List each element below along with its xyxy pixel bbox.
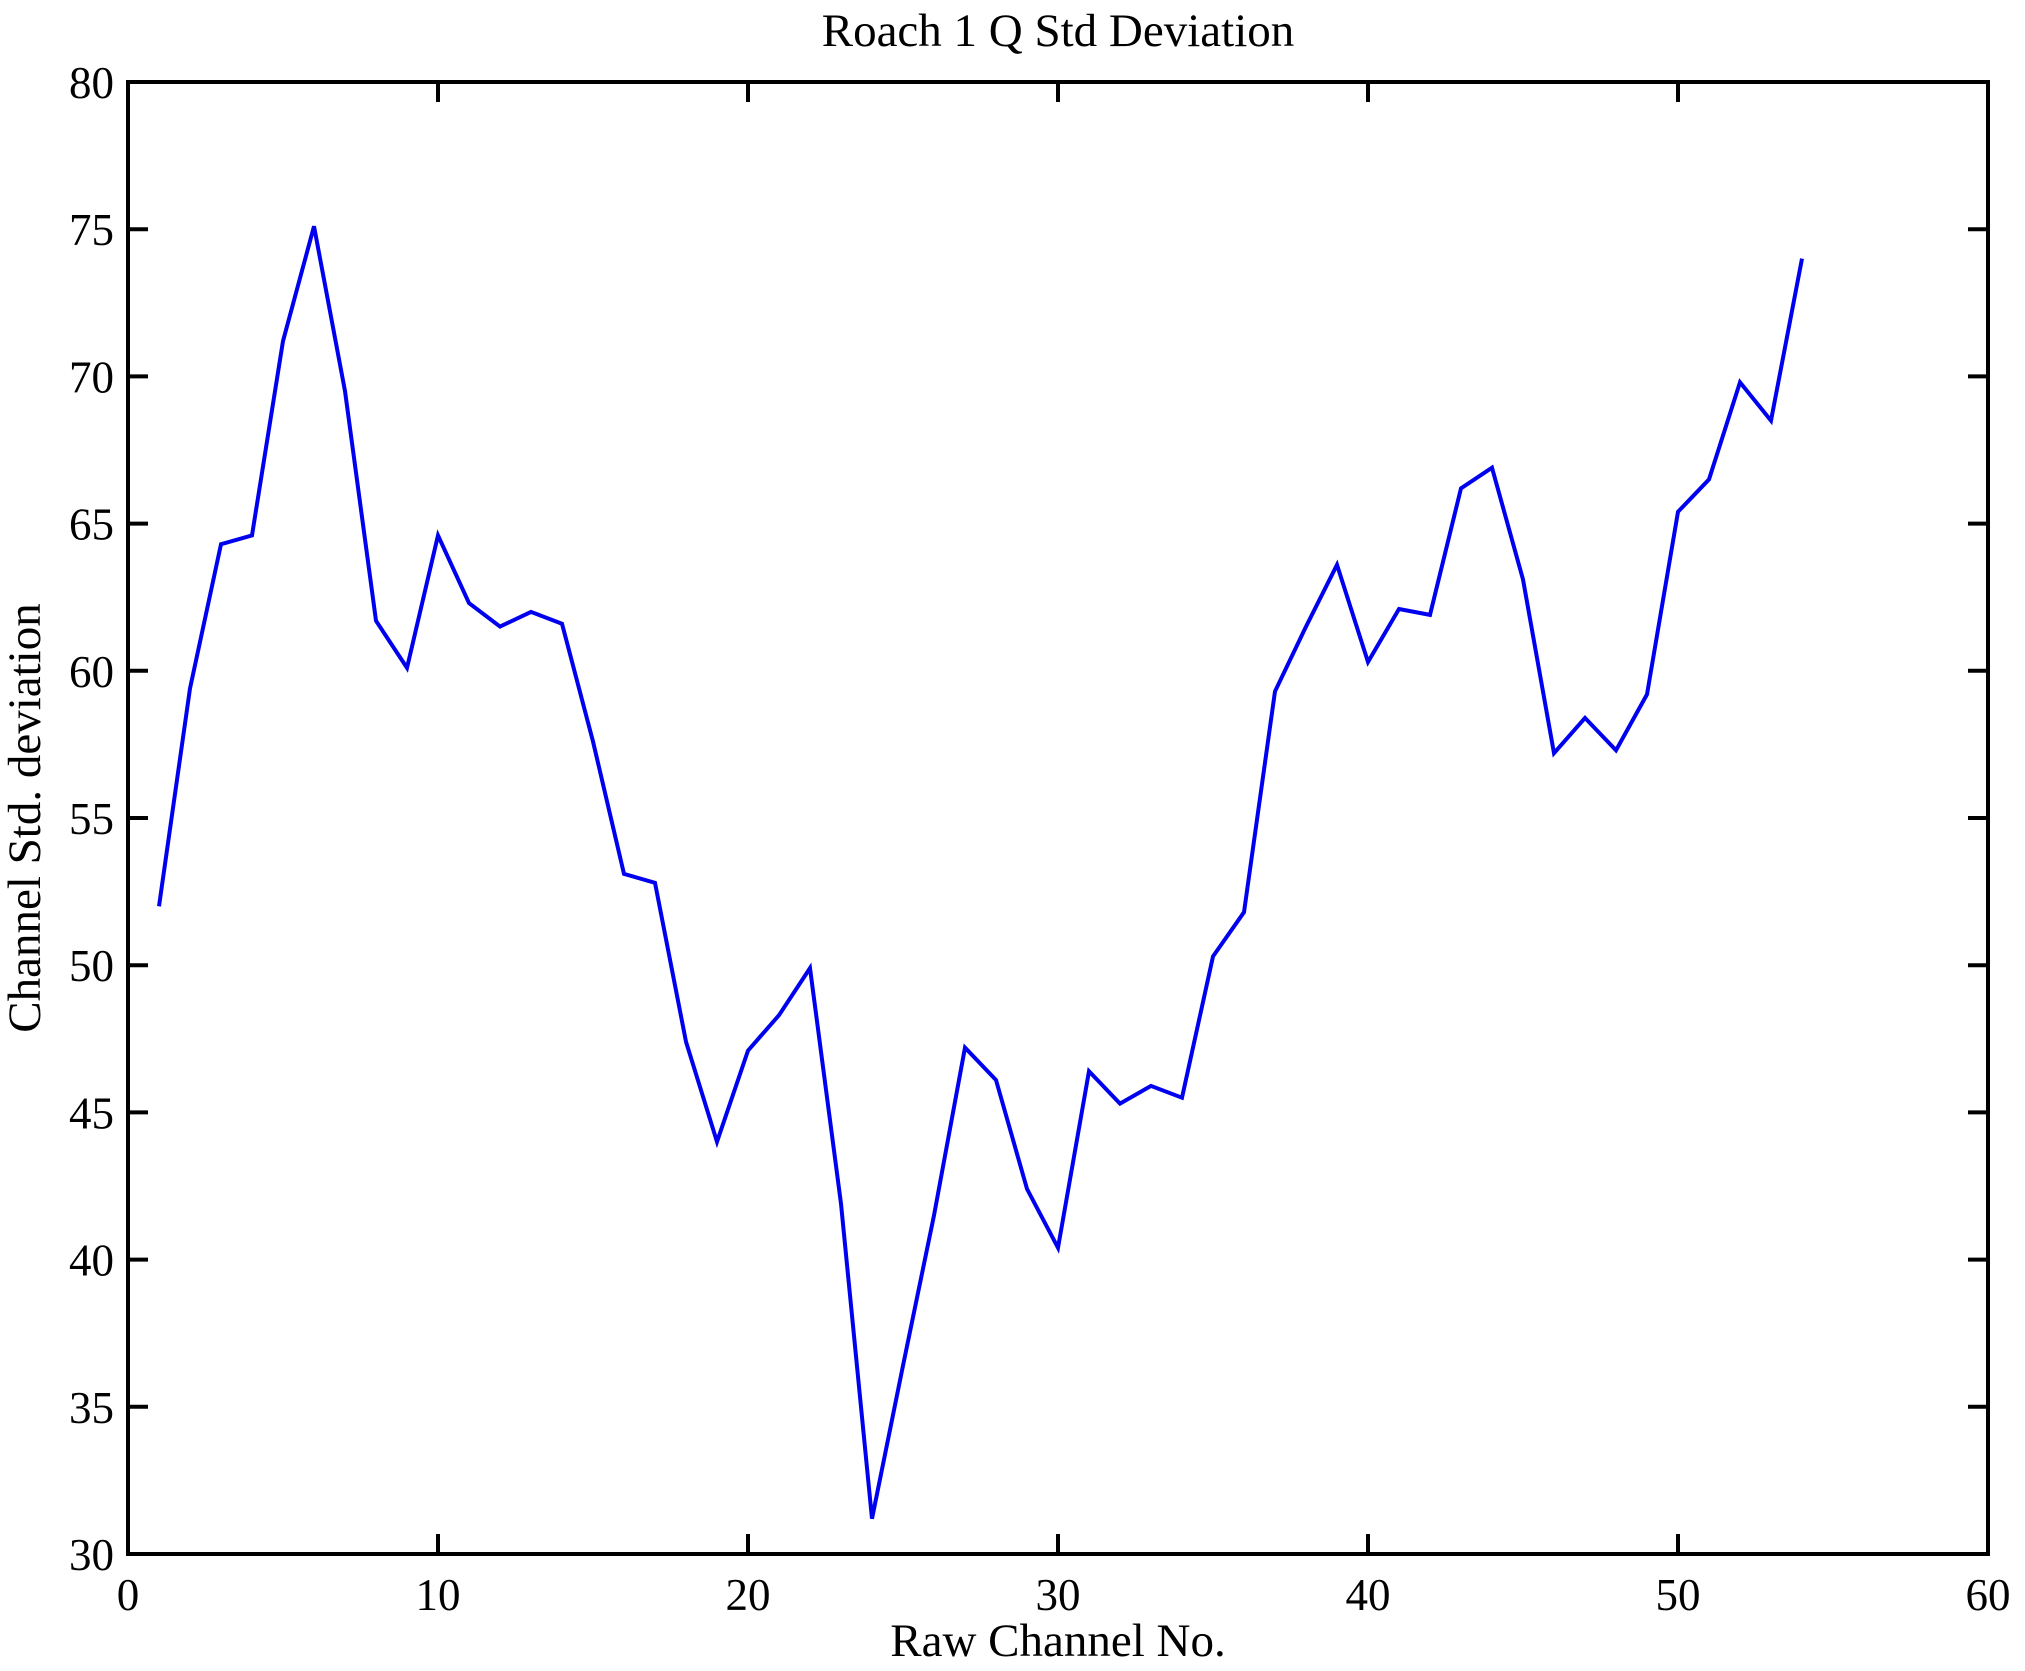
series-line xyxy=(157,225,1804,1520)
y-tick-label: 70 xyxy=(69,352,114,402)
x-tick-label: 30 xyxy=(1036,1570,1081,1620)
x-tick-labels: 0 10 20 30 40 50 60 xyxy=(117,1570,2011,1620)
y-tick-label: 35 xyxy=(69,1383,114,1433)
y-ticks xyxy=(128,80,1988,1556)
y-tick-label: 80 xyxy=(69,58,114,108)
y-tick-label: 65 xyxy=(69,500,114,550)
y-tick-label: 55 xyxy=(69,794,114,844)
y-tick-label: 50 xyxy=(69,941,114,991)
x-tick-label: 0 xyxy=(117,1570,140,1620)
x-tick-label: 50 xyxy=(1656,1570,1701,1620)
x-tick-label: 10 xyxy=(416,1570,461,1620)
y-axis-label: Channel Std. deviation xyxy=(0,603,51,1032)
y-tick-labels: 30 35 40 45 50 55 60 65 70 75 80 xyxy=(69,58,114,1580)
x-tick-label: 60 xyxy=(1966,1570,2011,1620)
x-tick-label: 40 xyxy=(1346,1570,1391,1620)
y-tick-label: 40 xyxy=(69,1236,114,1286)
y-tick-label: 75 xyxy=(69,205,114,255)
y-tick-label: 45 xyxy=(69,1088,114,1138)
x-tick-label: 20 xyxy=(726,1570,771,1620)
x-axis-label: Raw Channel No. xyxy=(890,1615,1225,1667)
y-tick-label: 30 xyxy=(69,1530,114,1580)
chart-title: Roach 1 Q Std Deviation xyxy=(822,5,1295,57)
x-ticks xyxy=(126,82,1990,1554)
plot-box xyxy=(126,80,1990,1556)
y-tick-label: 60 xyxy=(69,647,114,697)
